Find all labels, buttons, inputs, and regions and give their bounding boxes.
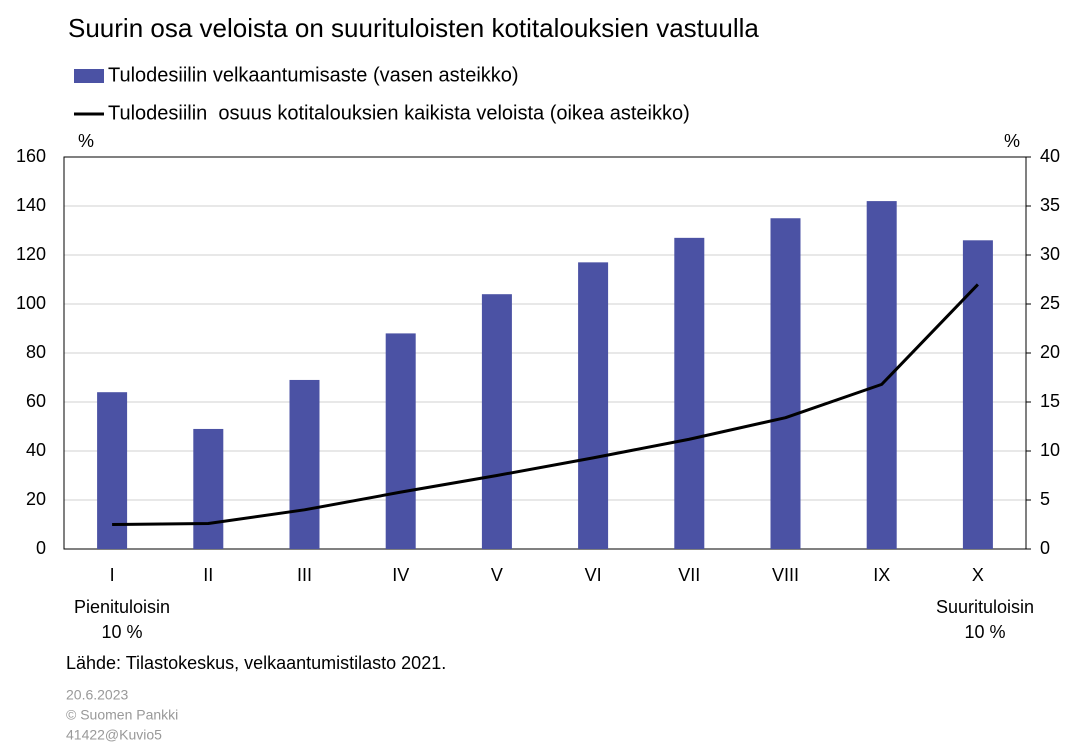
y-tick-label: 60 — [26, 391, 46, 411]
y2-tick-label: 10 — [1040, 440, 1060, 460]
y-tick-label: 140 — [16, 195, 46, 215]
bar — [481, 294, 512, 549]
y2-tick-label: 5 — [1040, 489, 1050, 509]
legend-swatch — [74, 69, 104, 83]
bar — [674, 237, 705, 549]
y2-tick-label: 30 — [1040, 244, 1060, 264]
y-tick-label: 20 — [26, 489, 46, 509]
x-tick-label: X — [972, 565, 984, 585]
x-tick-label: II — [203, 565, 213, 585]
chart-title: Suurin osa veloista on suurituloisten ko… — [68, 13, 759, 43]
x-tick-label: VII — [678, 565, 700, 585]
footer: 20.6.2023 — [66, 687, 128, 703]
annotation: 10 % — [101, 622, 142, 642]
y-tick-label: 80 — [26, 342, 46, 362]
y-tick-label: 160 — [16, 146, 46, 166]
x-tick-label: I — [110, 565, 115, 585]
bar — [385, 333, 416, 549]
y2-tick-label: 35 — [1040, 195, 1060, 215]
footer: 41422@Kuvio5 — [66, 727, 162, 742]
annotation: Pienituloisin — [74, 597, 170, 617]
y2-tick-label: 20 — [1040, 342, 1060, 362]
x-tick-label: VIII — [772, 565, 799, 585]
legend-label: Tulodesiilin osuus kotitalouksien kaikis… — [108, 102, 690, 124]
y2-tick-label: 25 — [1040, 293, 1060, 313]
y2-tick-label: 15 — [1040, 391, 1060, 411]
y-tick-label: 0 — [36, 538, 46, 558]
bar — [962, 240, 993, 550]
y-unit: % — [78, 131, 94, 151]
bar — [770, 218, 801, 549]
x-tick-label: V — [491, 565, 503, 585]
x-tick-label: IV — [392, 565, 409, 585]
source: Lähde: Tilastokeskus, velkaantumistilast… — [66, 653, 446, 673]
y2-unit: % — [1004, 131, 1020, 151]
x-tick-label: III — [297, 565, 312, 585]
bar — [97, 392, 128, 549]
legend-label: Tulodesiilin velkaantumisaste (vasen ast… — [108, 64, 519, 86]
x-tick-label: VI — [585, 565, 602, 585]
footer: © Suomen Pankki — [66, 707, 178, 723]
bar — [193, 428, 224, 549]
y-tick-label: 100 — [16, 293, 46, 313]
y2-tick-label: 40 — [1040, 146, 1060, 166]
y2-tick-label: 0 — [1040, 538, 1050, 558]
y-tick-label: 120 — [16, 244, 46, 264]
line — [112, 283, 979, 526]
plot-frame — [63, 156, 1027, 550]
bar — [289, 379, 320, 549]
bar — [578, 262, 609, 549]
annotation: 10 % — [964, 622, 1005, 642]
annotation: Suurituloisin — [936, 597, 1034, 617]
y-tick-label: 40 — [26, 440, 46, 460]
x-tick-label: IX — [873, 565, 890, 585]
